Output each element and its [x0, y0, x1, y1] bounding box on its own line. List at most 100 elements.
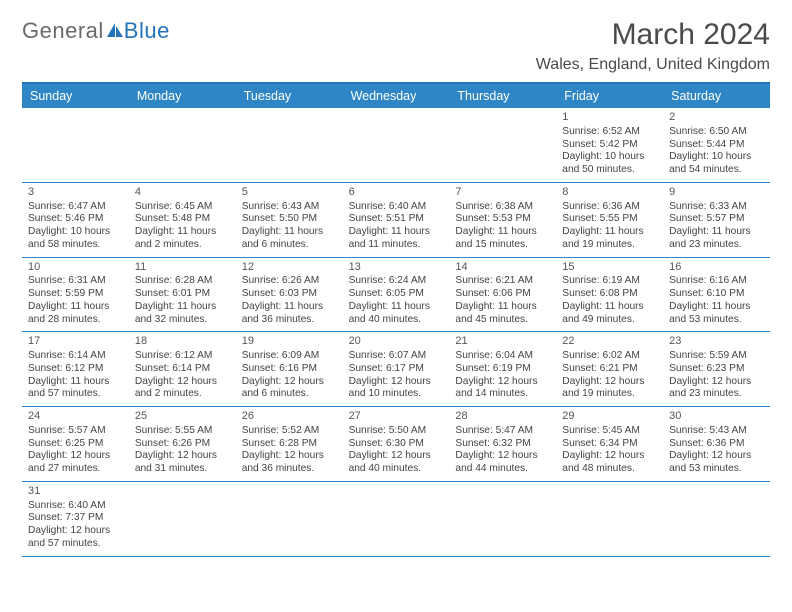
daylight-line: Daylight: 12 hours and 31 minutes.	[135, 450, 230, 476]
daylight-line: Daylight: 11 hours and 36 minutes.	[242, 301, 337, 327]
sunset-line: Sunset: 5:53 PM	[455, 213, 550, 226]
sunrise-line: Sunrise: 6:40 AM	[349, 201, 444, 214]
weekday-header: SundayMondayTuesdayWednesdayThursdayFrid…	[22, 84, 770, 108]
daylight-line: Daylight: 11 hours and 11 minutes.	[349, 226, 444, 252]
daylight-line: Daylight: 11 hours and 23 minutes.	[669, 226, 764, 252]
day-number: 28	[455, 410, 550, 424]
sunrise-line: Sunrise: 5:43 AM	[669, 425, 764, 438]
logo: General Blue	[22, 18, 170, 44]
sunrise-line: Sunrise: 6:47 AM	[28, 201, 123, 214]
day-number: 10	[28, 261, 123, 275]
calendar-cell: 7Sunrise: 6:38 AMSunset: 5:53 PMDaylight…	[449, 183, 556, 257]
sunset-line: Sunset: 6:19 PM	[455, 363, 550, 376]
day-number: 3	[28, 186, 123, 200]
calendar-cell: 31Sunrise: 6:40 AMSunset: 7:37 PMDayligh…	[22, 482, 129, 556]
calendar-cell: 1Sunrise: 6:52 AMSunset: 5:42 PMDaylight…	[556, 108, 663, 182]
day-number: 12	[242, 261, 337, 275]
calendar-cell: 26Sunrise: 5:52 AMSunset: 6:28 PMDayligh…	[236, 407, 343, 481]
daylight-line: Daylight: 10 hours and 58 minutes.	[28, 226, 123, 252]
sunrise-line: Sunrise: 6:43 AM	[242, 201, 337, 214]
sunset-line: Sunset: 6:28 PM	[242, 438, 337, 451]
sunset-line: Sunset: 5:48 PM	[135, 213, 230, 226]
calendar: SundayMondayTuesdayWednesdayThursdayFrid…	[22, 82, 770, 557]
calendar-cell: 6Sunrise: 6:40 AMSunset: 5:51 PMDaylight…	[343, 183, 450, 257]
sunrise-line: Sunrise: 6:40 AM	[28, 500, 123, 513]
daylight-line: Daylight: 12 hours and 53 minutes.	[669, 450, 764, 476]
day-number: 14	[455, 261, 550, 275]
sunset-line: Sunset: 6:12 PM	[28, 363, 123, 376]
daylight-line: Daylight: 12 hours and 48 minutes.	[562, 450, 657, 476]
day-number: 2	[669, 111, 764, 125]
day-number: 29	[562, 410, 657, 424]
calendar-cell: 16Sunrise: 6:16 AMSunset: 6:10 PMDayligh…	[663, 258, 770, 332]
sunrise-line: Sunrise: 5:45 AM	[562, 425, 657, 438]
sunrise-line: Sunrise: 6:07 AM	[349, 350, 444, 363]
daylight-line: Daylight: 11 hours and 32 minutes.	[135, 301, 230, 327]
sunrise-line: Sunrise: 5:57 AM	[28, 425, 123, 438]
sunrise-line: Sunrise: 5:55 AM	[135, 425, 230, 438]
calendar-cell-blank	[129, 482, 236, 556]
calendar-cell: 24Sunrise: 5:57 AMSunset: 6:25 PMDayligh…	[22, 407, 129, 481]
weekday-label: Thursday	[449, 84, 556, 108]
daylight-line: Daylight: 10 hours and 54 minutes.	[669, 151, 764, 177]
calendar-cell-blank	[129, 108, 236, 182]
calendar-cell: 30Sunrise: 5:43 AMSunset: 6:36 PMDayligh…	[663, 407, 770, 481]
sunset-line: Sunset: 6:23 PM	[669, 363, 764, 376]
weekday-label: Saturday	[663, 84, 770, 108]
calendar-cell-blank	[449, 482, 556, 556]
day-number: 18	[135, 335, 230, 349]
daylight-line: Daylight: 12 hours and 23 minutes.	[669, 376, 764, 402]
calendar-cell: 3Sunrise: 6:47 AMSunset: 5:46 PMDaylight…	[22, 183, 129, 257]
calendar-cell: 12Sunrise: 6:26 AMSunset: 6:03 PMDayligh…	[236, 258, 343, 332]
daylight-line: Daylight: 12 hours and 6 minutes.	[242, 376, 337, 402]
calendar-cell-blank	[236, 482, 343, 556]
daylight-line: Daylight: 11 hours and 6 minutes.	[242, 226, 337, 252]
calendar-cell-blank	[343, 482, 450, 556]
calendar-cell: 29Sunrise: 5:45 AMSunset: 6:34 PMDayligh…	[556, 407, 663, 481]
day-number: 4	[135, 186, 230, 200]
sunrise-line: Sunrise: 6:36 AM	[562, 201, 657, 214]
calendar-week: 10Sunrise: 6:31 AMSunset: 5:59 PMDayligh…	[22, 258, 770, 333]
daylight-line: Daylight: 12 hours and 40 minutes.	[349, 450, 444, 476]
calendar-cell: 21Sunrise: 6:04 AMSunset: 6:19 PMDayligh…	[449, 332, 556, 406]
daylight-line: Daylight: 12 hours and 19 minutes.	[562, 376, 657, 402]
logo-text-2: Blue	[124, 18, 170, 44]
sunset-line: Sunset: 6:17 PM	[349, 363, 444, 376]
day-number: 19	[242, 335, 337, 349]
calendar-week: 31Sunrise: 6:40 AMSunset: 7:37 PMDayligh…	[22, 482, 770, 557]
sunrise-line: Sunrise: 6:45 AM	[135, 201, 230, 214]
sunset-line: Sunset: 6:05 PM	[349, 288, 444, 301]
calendar-week: 24Sunrise: 5:57 AMSunset: 6:25 PMDayligh…	[22, 407, 770, 482]
daylight-line: Daylight: 12 hours and 2 minutes.	[135, 376, 230, 402]
day-number: 15	[562, 261, 657, 275]
sunrise-line: Sunrise: 6:28 AM	[135, 275, 230, 288]
sunset-line: Sunset: 5:42 PM	[562, 139, 657, 152]
day-number: 6	[349, 186, 444, 200]
sunset-line: Sunset: 6:30 PM	[349, 438, 444, 451]
header: General Blue March 2024 Wales, England, …	[22, 18, 770, 74]
day-number: 7	[455, 186, 550, 200]
calendar-cell-blank	[449, 108, 556, 182]
weekday-label: Tuesday	[236, 84, 343, 108]
daylight-line: Daylight: 11 hours and 28 minutes.	[28, 301, 123, 327]
sunset-line: Sunset: 5:50 PM	[242, 213, 337, 226]
calendar-cell: 22Sunrise: 6:02 AMSunset: 6:21 PMDayligh…	[556, 332, 663, 406]
weekday-label: Friday	[556, 84, 663, 108]
title-block: March 2024 Wales, England, United Kingdo…	[536, 18, 770, 74]
daylight-line: Daylight: 11 hours and 57 minutes.	[28, 376, 123, 402]
calendar-week: 17Sunrise: 6:14 AMSunset: 6:12 PMDayligh…	[22, 332, 770, 407]
sunset-line: Sunset: 6:21 PM	[562, 363, 657, 376]
daylight-line: Daylight: 11 hours and 53 minutes.	[669, 301, 764, 327]
daylight-line: Daylight: 11 hours and 40 minutes.	[349, 301, 444, 327]
sunset-line: Sunset: 6:14 PM	[135, 363, 230, 376]
daylight-line: Daylight: 12 hours and 10 minutes.	[349, 376, 444, 402]
calendar-cell-blank	[343, 108, 450, 182]
calendar-week: 3Sunrise: 6:47 AMSunset: 5:46 PMDaylight…	[22, 183, 770, 258]
day-number: 9	[669, 186, 764, 200]
logo-text-1: General	[22, 18, 104, 44]
weekday-label: Monday	[129, 84, 236, 108]
sunset-line: Sunset: 6:06 PM	[455, 288, 550, 301]
calendar-cell: 8Sunrise: 6:36 AMSunset: 5:55 PMDaylight…	[556, 183, 663, 257]
daylight-line: Daylight: 10 hours and 50 minutes.	[562, 151, 657, 177]
calendar-cell: 28Sunrise: 5:47 AMSunset: 6:32 PMDayligh…	[449, 407, 556, 481]
